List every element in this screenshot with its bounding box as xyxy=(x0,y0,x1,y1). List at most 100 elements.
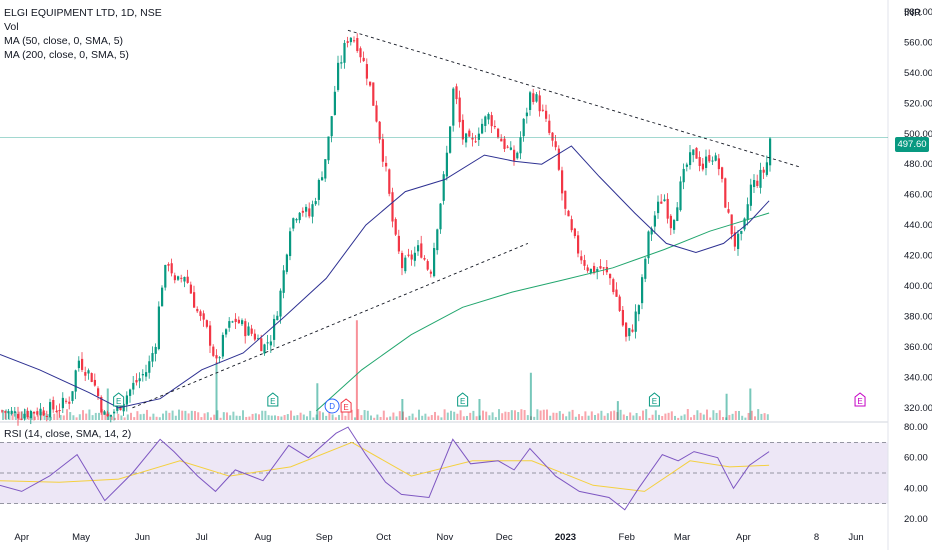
volume-bar xyxy=(690,417,692,420)
volume-bar xyxy=(379,416,382,420)
candle xyxy=(81,358,84,370)
earnings-marker xyxy=(648,392,660,407)
candle xyxy=(135,380,138,383)
volume-bar xyxy=(501,413,504,420)
volume-bar xyxy=(443,409,446,420)
volume-bar xyxy=(414,417,417,420)
candle xyxy=(612,279,615,293)
candle xyxy=(231,321,234,323)
time-axis-label: 8 xyxy=(814,532,819,543)
volume-bar xyxy=(715,412,718,420)
candle xyxy=(372,82,375,106)
volume-bar xyxy=(158,417,161,420)
volume-bar xyxy=(59,414,62,420)
volume-bar xyxy=(706,409,708,420)
symbol-title[interactable]: ELGI EQUIPMENT LTD, 1D, NSE xyxy=(4,7,162,19)
volume-bar xyxy=(418,409,420,420)
ma200-legend[interactable]: MA (200, close, 0, SMA, 5) xyxy=(4,49,129,61)
volume-bar xyxy=(190,410,193,420)
candle xyxy=(273,318,276,340)
volume-bar xyxy=(251,413,254,420)
volume-bar xyxy=(37,415,40,420)
candle xyxy=(173,275,176,281)
volume-bar xyxy=(421,415,424,420)
volume-bar xyxy=(514,410,516,420)
volume-bar xyxy=(539,410,542,420)
time-axis-label: Sep xyxy=(316,532,333,543)
volume-bar xyxy=(139,414,142,420)
volume-bar xyxy=(491,412,494,420)
candle xyxy=(343,42,346,63)
volume-bar xyxy=(587,415,590,420)
candle xyxy=(477,133,480,140)
volume-bar xyxy=(322,412,324,420)
candle xyxy=(503,138,506,149)
volume-bar xyxy=(581,416,584,420)
candle xyxy=(17,414,20,419)
candle xyxy=(189,284,192,294)
volume-bar xyxy=(523,410,526,420)
candle xyxy=(436,229,439,251)
volume-bar xyxy=(104,412,107,420)
candle xyxy=(113,411,116,414)
volume-bar xyxy=(517,412,520,420)
volume-bar xyxy=(392,412,395,420)
volume-bar xyxy=(594,415,596,420)
volume-bar xyxy=(357,409,360,420)
candle xyxy=(145,372,148,377)
volume-bar xyxy=(171,410,174,420)
candle xyxy=(138,378,141,382)
candle xyxy=(250,328,253,334)
candle xyxy=(282,270,285,293)
candle xyxy=(413,252,416,261)
volume-bar xyxy=(75,417,78,420)
candle xyxy=(218,357,221,359)
volume-bar xyxy=(504,411,507,420)
candle xyxy=(525,112,528,117)
earnings-marker xyxy=(854,392,866,407)
volume-bar xyxy=(578,414,580,420)
volume-bar xyxy=(670,411,673,420)
volume-bar xyxy=(437,415,440,420)
volume-bar xyxy=(293,415,296,420)
candle xyxy=(10,410,13,414)
volume-bar xyxy=(56,410,59,420)
candle xyxy=(762,169,765,173)
volume-bar xyxy=(590,411,593,420)
earnings-marker xyxy=(267,392,279,407)
candle xyxy=(362,57,365,62)
volume-bar xyxy=(408,415,411,420)
volume-bar xyxy=(475,416,478,420)
volume-bar xyxy=(210,417,212,420)
volume-bar xyxy=(709,417,712,420)
volume-bar xyxy=(106,388,109,420)
candle xyxy=(349,37,352,43)
volume-bar xyxy=(603,415,606,420)
volume-bar xyxy=(533,416,536,420)
volume-bar xyxy=(50,416,52,420)
volume-bar xyxy=(645,409,648,420)
volume-bar xyxy=(178,409,180,420)
candle xyxy=(663,199,666,202)
candle xyxy=(666,198,669,219)
volume-bar xyxy=(373,417,376,420)
candle xyxy=(167,264,170,266)
candle xyxy=(269,341,272,346)
candle xyxy=(333,91,336,115)
candle xyxy=(45,415,48,417)
volume-bar xyxy=(328,410,331,420)
volume-bar xyxy=(312,417,315,420)
rsi-legend[interactable]: RSI (14, close, SMA, 14, 2) xyxy=(4,428,132,440)
candle xyxy=(225,329,228,335)
candle xyxy=(669,215,672,229)
volume-bar xyxy=(316,383,319,420)
volume-bar xyxy=(130,412,132,420)
ma50-legend[interactable]: MA (50, close, 0, SMA, 5) xyxy=(4,35,124,47)
candle xyxy=(266,342,269,344)
candle xyxy=(340,62,343,64)
volume-bar xyxy=(507,412,510,420)
volume-bar xyxy=(120,415,123,420)
volume-legend[interactable]: Vol xyxy=(4,21,19,33)
